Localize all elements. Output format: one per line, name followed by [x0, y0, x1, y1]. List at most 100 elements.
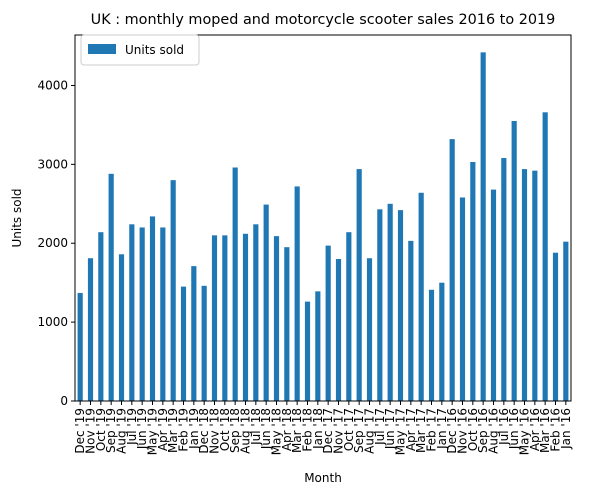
legend-label: Units sold [125, 43, 184, 57]
x-tick-label: Mar '16 [538, 408, 552, 453]
x-tick-label: May '19 [146, 408, 160, 455]
x-tick-label: Jun '16 [507, 408, 521, 450]
legend-swatch [88, 44, 116, 54]
x-tick-label: Mar '17 [414, 408, 428, 453]
x-tick-label: Oct '18 [218, 408, 232, 451]
bar-22 [304, 301, 311, 401]
x-tick-label: Nov '19 [84, 408, 98, 454]
bar-14 [222, 235, 228, 401]
x-tick-label: Aug '16 [487, 408, 501, 454]
y-axis: 0 1000 2000 3000 4000 [37, 78, 75, 408]
bar-16 [242, 233, 249, 401]
y-tick-label: 2000 [37, 236, 68, 250]
legend-frame [80, 34, 200, 66]
bar-31 [397, 210, 404, 401]
bar-44 [532, 170, 538, 401]
x-tick-label: Jul '16 [497, 408, 511, 446]
bar-37 [459, 197, 466, 401]
legend: Units sold [80, 34, 200, 66]
bar-46 [552, 252, 559, 401]
x-tick-label: Jan '19 [187, 408, 201, 450]
bar-5 [129, 224, 135, 401]
x-tick-label: Oct '16 [466, 408, 480, 451]
x-tick-label: Feb '17 [425, 408, 439, 452]
bar-26 [346, 232, 352, 401]
x-tick-label: Jul '19 [125, 408, 139, 446]
x-tick-label: Feb '16 [549, 408, 563, 452]
bars-group [77, 52, 569, 401]
x-tick-label: Feb '18 [301, 408, 315, 452]
bar-21 [294, 186, 300, 401]
bar-17 [253, 224, 259, 401]
bar-0 [77, 292, 83, 401]
y-tick-label: 0 [60, 394, 68, 408]
bar-18 [263, 204, 269, 401]
x-tick-label: Jun '18 [259, 408, 273, 450]
bar-11 [191, 266, 197, 401]
plot-frame [74, 34, 572, 402]
bar-8 [160, 227, 166, 401]
bar-7 [149, 216, 156, 401]
bar-36 [449, 139, 455, 401]
x-tick-label: Dec '19 [73, 408, 87, 454]
bar-38 [470, 161, 476, 401]
x-tick-label: Sep '17 [352, 408, 366, 453]
x-tick-label: Apr '16 [528, 408, 542, 451]
bar-28 [366, 258, 373, 401]
bar-20 [284, 247, 290, 401]
bar-33 [418, 192, 424, 401]
x-tick-label: Apr '17 [404, 408, 418, 451]
x-tick-label: Oct '19 [94, 408, 108, 451]
bar-3 [108, 173, 114, 401]
x-tick-label: Dec '17 [321, 408, 335, 454]
x-tick-label: Dec '18 [197, 408, 211, 454]
x-tick-label: Aug '19 [115, 408, 129, 454]
x-tick-label: May '17 [394, 408, 408, 455]
bar-40 [490, 189, 497, 401]
x-tick-label: Feb '19 [177, 408, 191, 452]
bar-4 [118, 254, 125, 401]
bar-15 [232, 167, 238, 401]
x-tick-label: Apr '19 [156, 408, 170, 451]
bar-32 [408, 240, 414, 401]
x-tick-label: Jul '17 [373, 408, 387, 446]
x-tick-label: Dec '16 [445, 408, 459, 454]
bar-45 [542, 112, 548, 401]
bar-39 [480, 52, 486, 401]
x-tick-label: Jan '16 [559, 408, 573, 450]
bar-30 [387, 203, 393, 401]
x-tick-label: May '18 [270, 408, 284, 455]
bar-41 [501, 158, 507, 401]
x-tick-label: Jul '18 [249, 408, 263, 446]
bar-10 [180, 286, 187, 401]
x-tick-label: Nov '16 [456, 408, 470, 454]
bar-23 [315, 291, 321, 401]
bar-29 [377, 209, 383, 401]
x-tick-label: Mar '18 [290, 408, 304, 453]
bar-43 [521, 169, 528, 401]
y-axis-label: Units sold [10, 188, 24, 247]
x-tick-label: Jun '17 [383, 408, 397, 450]
x-tick-label: Aug '18 [239, 408, 253, 454]
bar-42 [511, 120, 517, 401]
bar-34 [428, 289, 435, 401]
x-tick-label: Sep '18 [228, 408, 242, 453]
bar-27 [356, 169, 362, 401]
bar-2 [98, 232, 104, 401]
x-tick-label: Apr '18 [280, 408, 294, 451]
y-tick-label: 4000 [37, 78, 68, 92]
y-tick-label: 1000 [37, 315, 68, 329]
bar-47 [563, 241, 569, 401]
bar-13 [211, 235, 218, 401]
x-tick-label: Jan '18 [311, 408, 325, 450]
x-tick-label: Aug '17 [363, 408, 377, 454]
bar-1 [87, 258, 94, 401]
bar-12 [201, 285, 207, 401]
bar-19 [273, 236, 280, 401]
x-tick-label: Sep '16 [476, 408, 490, 453]
bar-6 [139, 227, 145, 401]
bar-25 [335, 259, 342, 401]
x-tick-label: Nov '18 [208, 408, 222, 454]
